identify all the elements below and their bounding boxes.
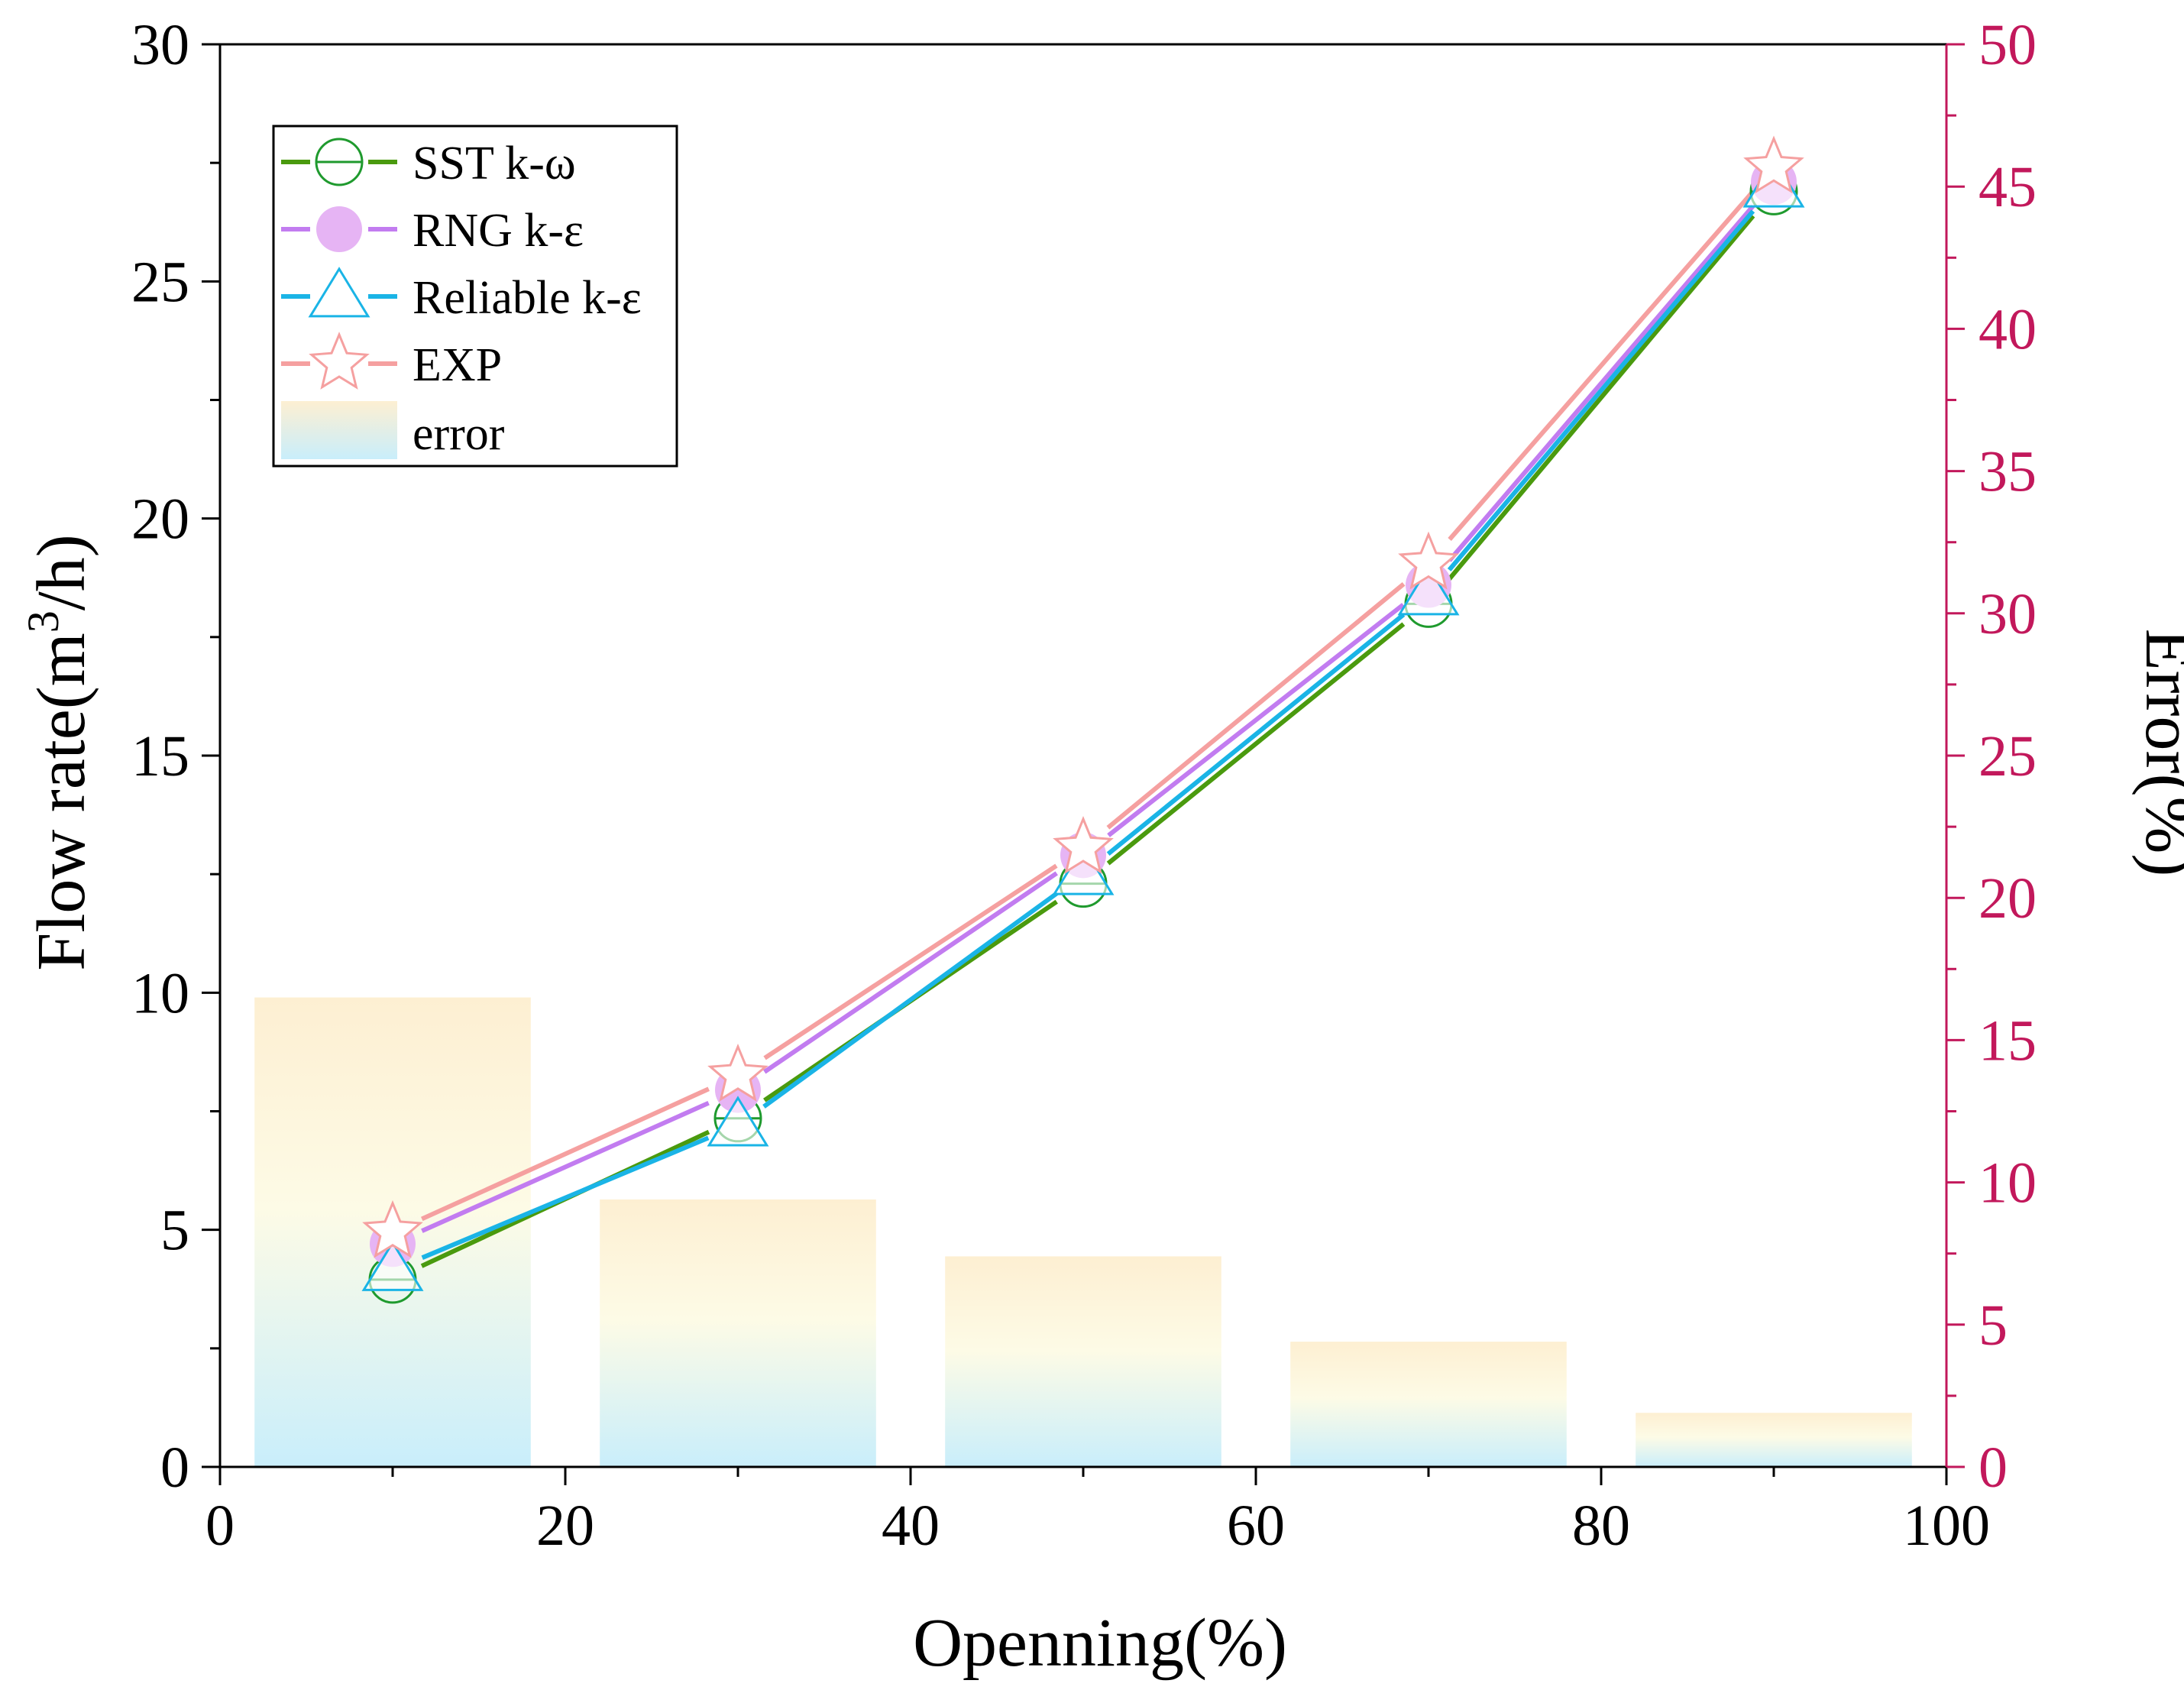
x-tick-label: 20 (536, 1494, 594, 1558)
y-axis-title-tail: /h) (24, 534, 99, 610)
x-tick-label: 60 (1227, 1494, 1285, 1558)
y2-tick-label: 25 (1979, 724, 2037, 788)
legend-marker (309, 332, 370, 390)
series-markers (361, 135, 1805, 1304)
error-bar (1290, 1342, 1567, 1467)
x-axis-title: Openning(%) (913, 1605, 1287, 1681)
legend-marker (316, 206, 362, 252)
series-point (707, 1043, 768, 1102)
series-segment (421, 1086, 710, 1222)
legend-bar-swatch (281, 401, 397, 459)
y2-tick-label: 45 (1979, 155, 2037, 219)
series-point (1743, 135, 1804, 194)
series-segment (1107, 603, 1405, 837)
y-axis-title-superscript: 3 (18, 610, 68, 633)
legend-marker (308, 267, 370, 318)
series-segment (1106, 613, 1406, 856)
y2-tick-label: 35 (1979, 440, 2037, 504)
axis-ticks: 0 20 40 60 80 1000510152025300510152025303540… (131, 13, 2037, 1558)
series-point (361, 1240, 424, 1291)
series-segment (1448, 204, 1755, 562)
y2-tick-label: 0 (1979, 1436, 2008, 1500)
x-tick-label: 40 (882, 1494, 940, 1558)
series-segment (421, 1135, 710, 1260)
y2-tick-label: 50 (1979, 13, 2037, 77)
series-segment (1447, 214, 1755, 581)
y2-axis-title: Error(%) (2131, 629, 2184, 877)
series-point (1053, 816, 1114, 874)
error-bar (600, 1199, 876, 1467)
series-segment (763, 871, 1058, 1074)
series-segment (421, 1100, 710, 1233)
x-tick-label: 80 (1572, 1494, 1630, 1558)
legend-label: EXP (413, 339, 502, 391)
series-point (1398, 531, 1459, 590)
x-tick-label: 0 (205, 1494, 235, 1558)
legend-label: Reliable k-ε (413, 272, 642, 324)
x-tick-label: 100 (1903, 1494, 1990, 1558)
y2-tick-label: 5 (1979, 1293, 2008, 1358)
series-point (1397, 565, 1460, 616)
series-point (362, 1200, 423, 1258)
legend-label: RNG k-ε (413, 205, 584, 257)
y2-tick-label: 30 (1979, 582, 2037, 646)
legend-label: error (413, 408, 505, 460)
y-tick-label: 30 (131, 13, 189, 77)
y2-tick-label: 20 (1979, 866, 2037, 931)
series-segment (1106, 622, 1406, 866)
error-bar (1636, 1413, 1912, 1467)
y-tick-label: 10 (131, 961, 189, 1025)
y-tick-label: 15 (131, 724, 189, 788)
series-segment (1106, 582, 1406, 830)
y-tick-label: 20 (131, 487, 189, 552)
error-bars (254, 997, 1912, 1467)
series-point (707, 1096, 769, 1147)
y-axis-title: Flow rate(m3/h) (18, 534, 99, 970)
y-axis-title-main: Flow rate(m (24, 633, 99, 970)
legend-label: SST k-ω (413, 138, 576, 189)
y-tick-label: 5 (160, 1199, 189, 1263)
y-tick-label: 0 (160, 1436, 189, 1500)
legend: SST k-ω RNG k-ε Reliable k-ε EXP error (272, 125, 678, 468)
series-segment (762, 891, 1059, 1109)
series-segment (1447, 209, 1755, 571)
series-lines (420, 190, 1755, 1268)
y2-tick-label: 10 (1979, 1151, 2037, 1216)
error-bar (945, 1256, 1221, 1467)
y2-tick-label: 15 (1979, 1008, 2037, 1073)
y2-tick-label: 40 (1979, 297, 2037, 361)
series-segment (763, 863, 1058, 1060)
y-tick-label: 25 (131, 250, 189, 314)
series-segment (1448, 190, 1755, 541)
